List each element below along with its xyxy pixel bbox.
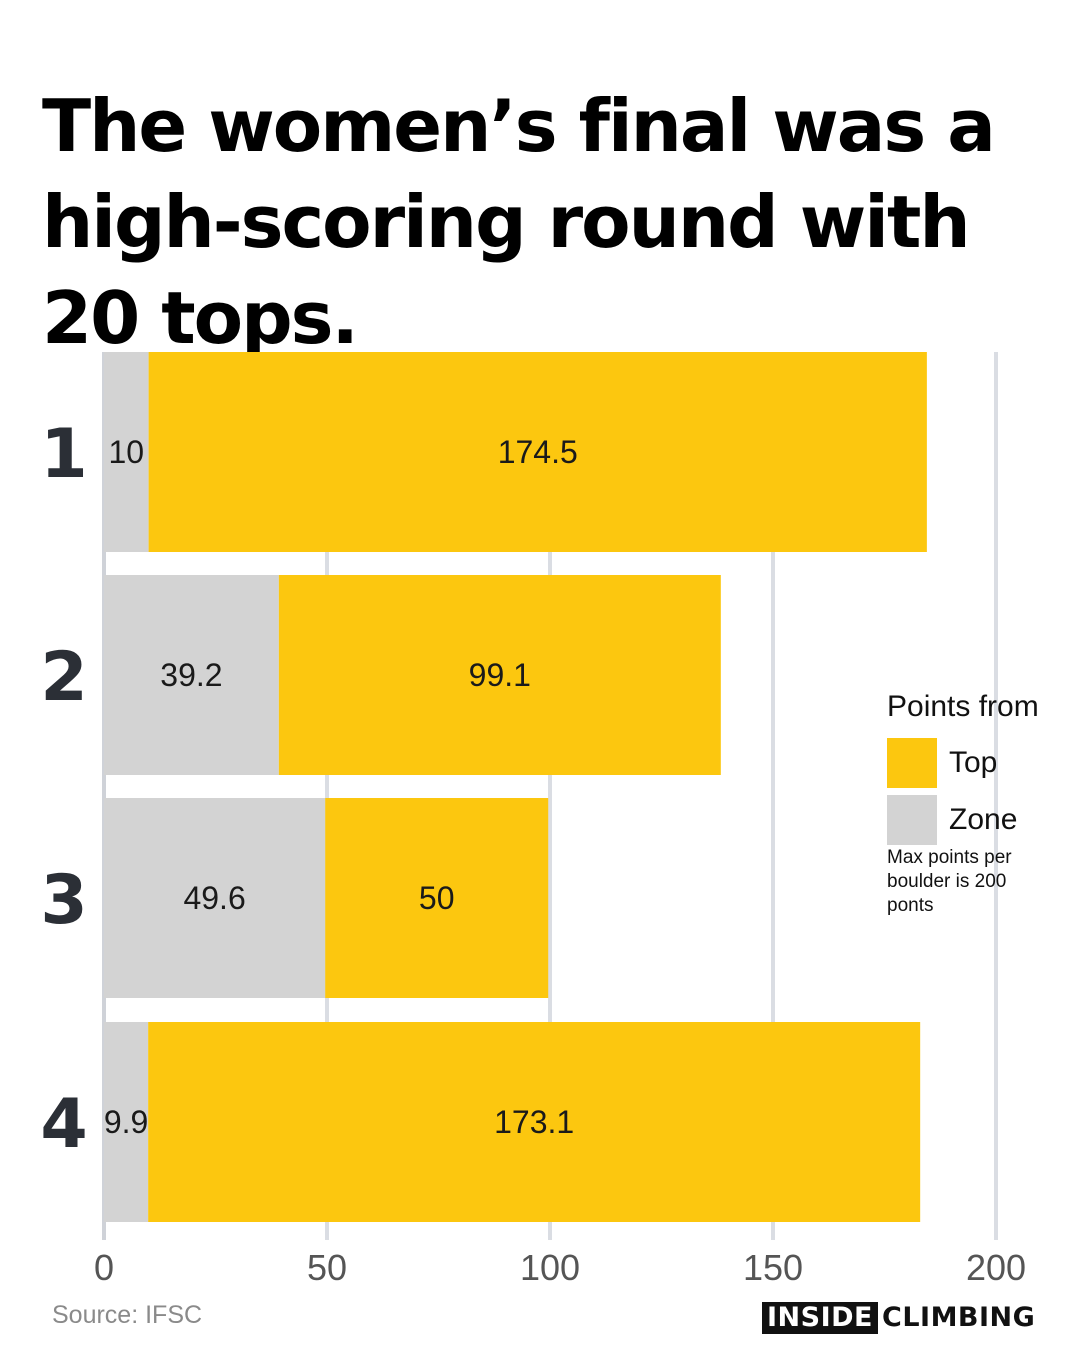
category-labels: 1 2 3 4 xyxy=(40,415,87,1164)
brand-logo: INSIDE CLIMBING xyxy=(762,1302,1035,1334)
bar-top-1 xyxy=(148,352,927,552)
data-labels: 10 174.5 39.2 99.1 49.6 50 9.9 173.1 xyxy=(104,434,578,1140)
legend-swatch-zone xyxy=(887,795,937,845)
legend-note: Max points per boulder is 200 ponts xyxy=(887,847,1012,916)
x-tick-150: 150 xyxy=(743,1247,803,1288)
data-label-zone-1: 10 xyxy=(109,434,145,470)
data-label-zone-3: 49.6 xyxy=(183,880,245,916)
legend-item-top: Top xyxy=(887,738,1067,788)
brand-inside: INSIDE xyxy=(762,1302,878,1334)
brand-climbing: CLIMBING xyxy=(882,1302,1036,1333)
category-label-3: 3 xyxy=(40,861,87,940)
bars xyxy=(104,352,927,1222)
bar-zone-3 xyxy=(104,798,326,998)
bar-top-4 xyxy=(148,1022,921,1222)
legend-label-zone: Zone xyxy=(949,803,1018,836)
chart-title: The women’s final was a high-scoring rou… xyxy=(42,84,996,360)
category-label-4: 4 xyxy=(40,1085,87,1164)
data-label-top-3: 50 xyxy=(419,880,455,916)
bar-top-2 xyxy=(278,575,721,775)
legend-label-top: Top xyxy=(949,746,998,779)
category-label-2: 2 xyxy=(40,638,87,717)
x-tick-0: 0 xyxy=(94,1247,114,1288)
bar-zone-1 xyxy=(104,352,149,552)
bar-zone-4 xyxy=(104,1022,149,1222)
legend-item-zone: Zone xyxy=(887,795,1067,845)
x-axis-ticks: 0 50 100 150 200 xyxy=(94,1247,1026,1288)
data-label-top-2: 99.1 xyxy=(469,657,531,693)
x-tick-200: 200 xyxy=(966,1247,1026,1288)
data-label-zone-4: 9.9 xyxy=(104,1104,148,1140)
data-label-top-4: 173.1 xyxy=(494,1104,574,1140)
legend: Points from Top Zone Max points per boul… xyxy=(887,690,1067,918)
bar-zone-2 xyxy=(104,575,279,775)
legend-title: Points from xyxy=(887,690,1039,723)
category-label-1: 1 xyxy=(40,415,87,494)
data-label-zone-2: 39.2 xyxy=(160,657,222,693)
source-credit: Source: IFSC xyxy=(52,1301,203,1329)
legend-swatch-top xyxy=(887,738,937,788)
x-tick-100: 100 xyxy=(520,1247,580,1288)
data-label-top-1: 174.5 xyxy=(498,434,578,470)
bar-top-3 xyxy=(325,798,549,998)
x-tick-50: 50 xyxy=(307,1247,347,1288)
